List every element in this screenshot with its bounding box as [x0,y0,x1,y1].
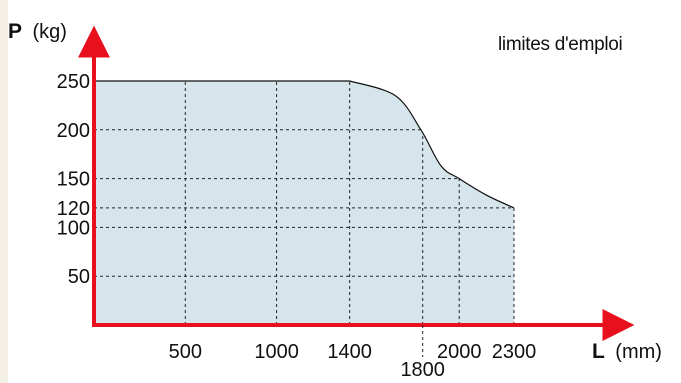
x-tick-label-2000: 2000 [437,341,482,363]
x-tick-label-2300: 2300 [492,341,537,363]
y-tick-label-250: 250 [57,71,90,93]
x-tick-label-500: 500 [169,341,202,363]
curve-layer [94,80,515,209]
x-tick-label-1400: 1400 [327,341,372,363]
y-axis-symbol: P [8,20,22,43]
axis-layer [78,25,635,341]
x-axis-unit: (mm) [615,341,662,363]
x-tick-label-1000: 1000 [254,341,299,363]
y-tick-label-120: 120 [57,198,90,220]
limit-curve [94,80,515,209]
load-area [94,81,514,325]
x-axis-symbol: L [592,340,605,363]
y-tick-label-150: 150 [57,169,90,191]
y-axis-title: P (kg) [8,20,67,43]
x-axis-title: L (mm) [592,340,662,363]
y-axis-unit: (kg) [32,21,66,43]
y-tick-label-50: 50 [68,266,90,288]
x-tick-label-1800: 1800 [400,359,445,381]
chart-title: limites d'emploi [498,34,622,55]
chart-panel: 500 1000 1400 1800 2000 2300 50 100 120 150 200 250… [8,0,681,383]
area-layer [94,81,514,325]
y-tick-label-100: 100 [57,217,90,239]
grid-layer [94,80,515,325]
y-tick-label-200: 200 [57,120,90,142]
